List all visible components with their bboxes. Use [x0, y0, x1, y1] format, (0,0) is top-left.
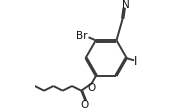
Text: N: N [122, 0, 130, 10]
Text: Br: Br [76, 31, 88, 41]
Text: O: O [81, 100, 89, 110]
Text: I: I [134, 55, 138, 68]
Text: O: O [88, 83, 96, 93]
